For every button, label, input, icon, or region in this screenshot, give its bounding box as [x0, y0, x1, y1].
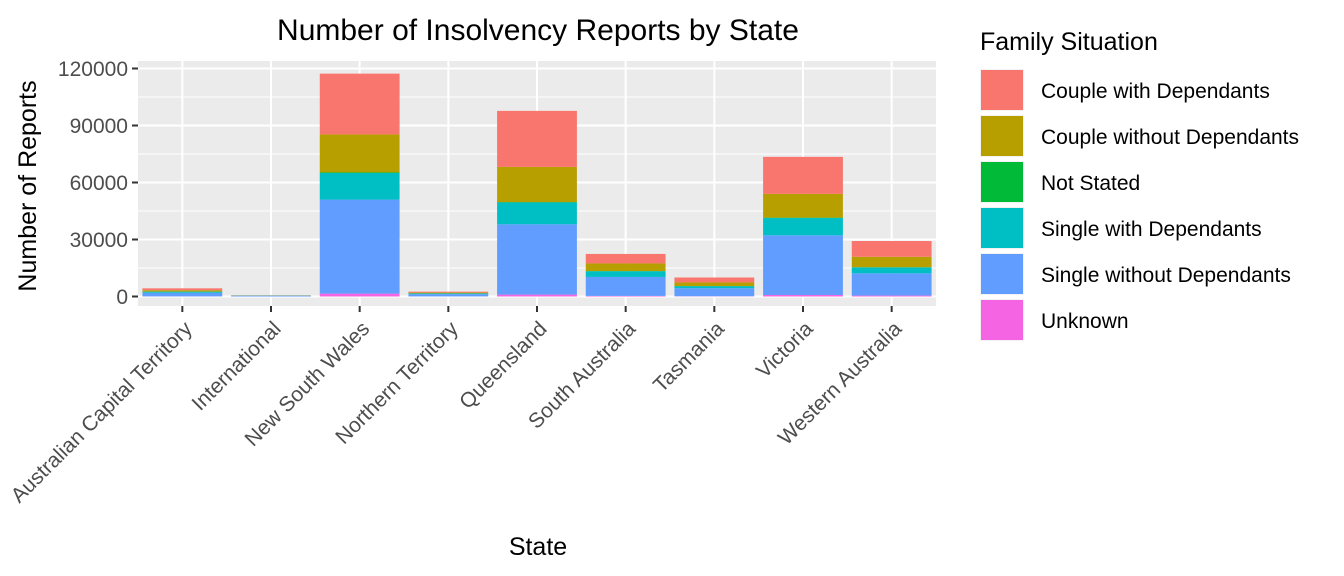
bar-new-south-wales-not-stated — [319, 172, 400, 173]
bar-tasmania-couple-without-dependants — [674, 282, 755, 287]
legend-key-couple-with-dependants — [981, 70, 1023, 110]
bars — [142, 73, 932, 297]
bar-western-australia-single-without-dependants — [851, 273, 932, 296]
bar-south-australia-couple-without-dependants — [585, 263, 666, 272]
bar-tasmania-couple-with-dependants — [674, 277, 755, 283]
legend-key-single-with-dependants — [981, 208, 1023, 248]
bar-new-south-wales-single-without-dependants — [319, 199, 400, 294]
legend-title: Family Situation — [980, 28, 1158, 56]
bar-australian-capital-territory-single-without-dependants — [142, 292, 223, 297]
bar-tasmania-single-with-dependants — [674, 286, 755, 289]
legend-key-not-stated — [981, 162, 1023, 202]
bar-victoria-single-with-dependants — [763, 218, 843, 236]
bar-northern-territory-single-with-dependants — [408, 293, 489, 295]
y-axis: 0 30000 60000 90000 120000 — [58, 58, 138, 309]
bar-victoria-couple-with-dependants — [763, 156, 843, 194]
bar-australian-capital-territory-single-with-dependants — [142, 291, 223, 293]
bar-queensland-single-with-dependants — [497, 202, 577, 225]
legend-label-single-with-dependants: Single with Dependants — [1041, 218, 1262, 241]
y-tick-label: 90000 — [70, 115, 128, 138]
chart-title: Number of Insolvency Reports by State — [277, 14, 799, 47]
bar-northern-territory-couple-with-dependants — [408, 291, 489, 293]
bar-new-south-wales-unknown — [319, 293, 400, 297]
legend-label-couple-with-dependants: Couple with Dependants — [1041, 80, 1270, 103]
bar-queensland-couple-with-dependants — [497, 110, 577, 167]
bar-northern-territory-single-without-dependants — [408, 294, 489, 297]
bar-western-australia-couple-with-dependants — [851, 241, 932, 257]
legend: Family Situation Couple with Dependants C… — [980, 28, 1299, 341]
bar-australian-capital-territory-couple-without-dependants — [142, 290, 223, 292]
y-tick-label: 0 — [116, 286, 128, 309]
bar-south-australia-single-without-dependants — [585, 276, 666, 296]
bar-south-australia-single-with-dependants — [585, 271, 666, 277]
y-axis-title: Number of Reports — [14, 80, 42, 291]
y-tick-label: 120000 — [58, 58, 128, 81]
bar-australian-capital-territory-couple-with-dependants — [142, 288, 223, 291]
bar-new-south-wales-couple-with-dependants — [319, 73, 400, 135]
bar-western-australia-unknown — [851, 295, 932, 297]
bar-queensland-unknown — [497, 294, 577, 297]
legend-label-couple-without-dependants: Couple without Dependants — [1041, 126, 1299, 149]
legend-label-not-stated: Not Stated — [1041, 172, 1140, 195]
bar-new-south-wales-couple-without-dependants — [319, 134, 400, 173]
bar-victoria-unknown — [763, 294, 843, 297]
bar-victoria-couple-without-dependants — [763, 193, 843, 218]
bar-western-australia-couple-without-dependants — [851, 256, 932, 268]
legend-key-couple-without-dependants — [981, 116, 1023, 156]
y-tick-label: 30000 — [70, 229, 128, 252]
x-axis-title: State — [509, 533, 567, 561]
bar-tasmania-single-without-dependants — [674, 288, 755, 297]
bar-international-single-without-dependants — [231, 295, 311, 297]
y-tick-label: 60000 — [70, 172, 128, 195]
legend-key-unknown — [981, 300, 1023, 340]
bar-queensland-single-without-dependants — [497, 224, 577, 295]
bar-south-australia-unknown — [585, 295, 666, 297]
bar-victoria-single-without-dependants — [763, 235, 843, 295]
bar-queensland-couple-without-dependants — [497, 166, 577, 203]
bar-northern-territory-couple-without-dependants — [408, 292, 489, 294]
legend-label-single-without-dependants: Single without Dependants — [1041, 264, 1291, 287]
bar-south-australia-couple-with-dependants — [585, 253, 666, 264]
bar-western-australia-single-with-dependants — [851, 267, 932, 274]
legend-label-unknown: Unknown — [1041, 310, 1129, 333]
bar-new-south-wales-single-with-dependants — [319, 173, 400, 200]
legend-key-single-without-dependants — [981, 254, 1023, 294]
